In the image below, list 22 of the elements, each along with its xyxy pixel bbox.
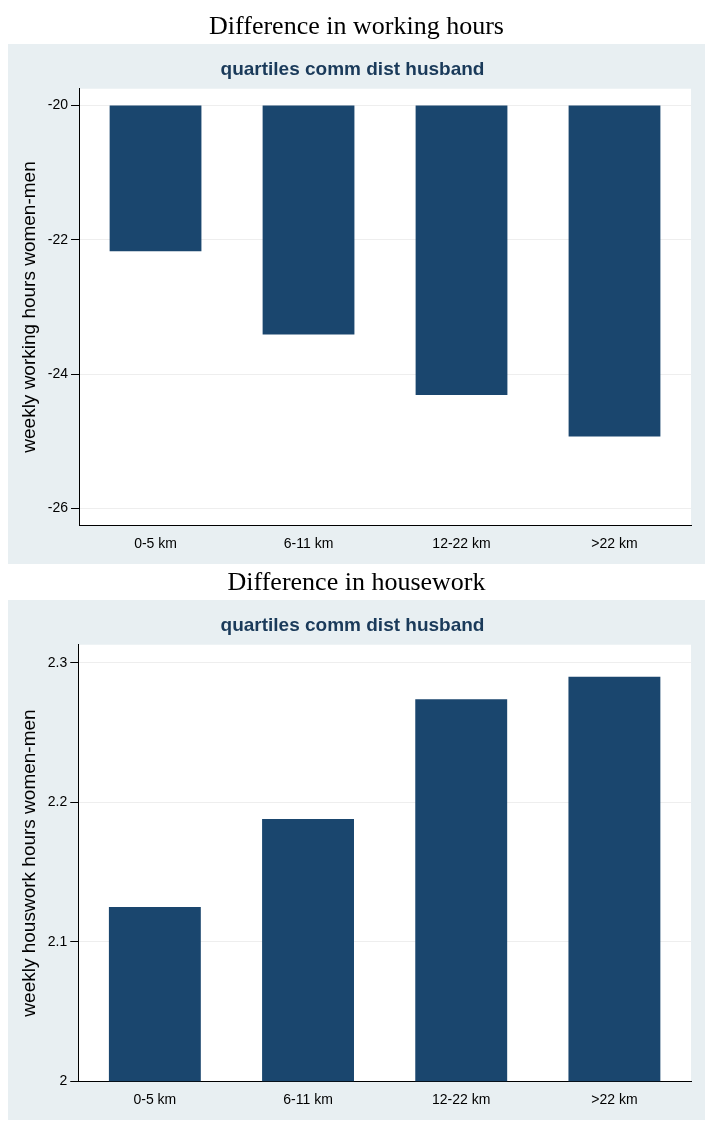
x-tick-label: 0-5 km bbox=[133, 1091, 177, 1108]
y-tick-label: -20 bbox=[47, 96, 69, 113]
x-tick-label: >22 km bbox=[591, 1091, 638, 1108]
y-tick-label: 2.3 bbox=[47, 653, 68, 670]
chart-title: Difference in housework bbox=[226, 566, 487, 598]
chart-subtitle: quartiles comm dist husband bbox=[220, 613, 485, 635]
x-tick-label: 12-22 km bbox=[432, 1091, 491, 1108]
x-tick-label: 6-11 km bbox=[283, 535, 334, 552]
y-tick-label: -24 bbox=[47, 365, 69, 381]
chart-subtitle: quartiles comm dist husband bbox=[220, 57, 485, 79]
x-tick-label: 0-5 km bbox=[134, 535, 177, 552]
x-tick-label: >22 km bbox=[591, 535, 638, 552]
y-tick-label: -22 bbox=[47, 230, 69, 247]
y-tick-label: 2.2 bbox=[47, 793, 68, 810]
y-tick-label: 2 bbox=[59, 1072, 68, 1089]
y-axis-title: weekly houswork hours women-men bbox=[17, 709, 39, 1018]
x-tick-label: 6-11 km bbox=[283, 1091, 333, 1108]
y-tick-label: -26 bbox=[47, 499, 69, 516]
x-tick-label: 12-22 km bbox=[432, 535, 491, 552]
y-axis-title: weekly working hours women-men bbox=[17, 161, 39, 454]
y-tick-label: 2.1 bbox=[47, 932, 68, 949]
chart-title: Difference in working hours bbox=[208, 10, 505, 42]
